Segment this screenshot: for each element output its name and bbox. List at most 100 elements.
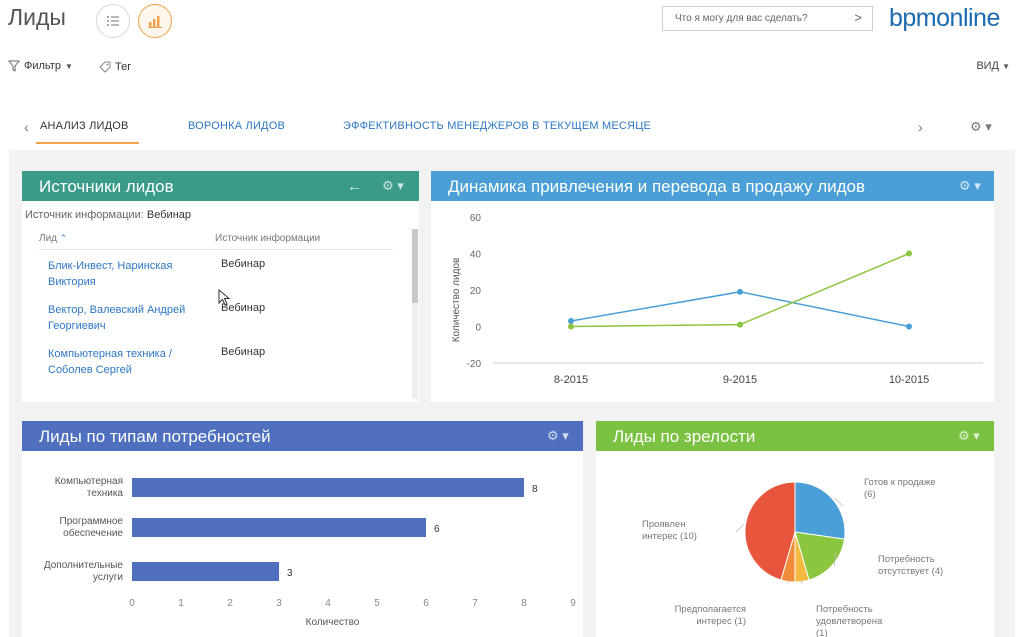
series-2-point: [737, 321, 743, 328]
lead-sources-header: Источники лидов ← ⚙ ▾: [22, 171, 419, 201]
x-tick-label: 7: [472, 598, 478, 609]
bar-value-label: 3: [287, 568, 293, 579]
bar: [132, 478, 524, 497]
pie-slice-label: интерес (10): [642, 531, 697, 542]
lead-sources-title: Источники лидов: [39, 177, 174, 196]
pie-slice-label: Предполагается: [675, 604, 746, 615]
pie-chart: Готов к продаже(6)Потребностьотсутствует…: [642, 477, 943, 637]
header-divider: [39, 249, 393, 250]
source-info-value: Вебинар: [146, 209, 192, 221]
y-tick-label: 40: [470, 250, 482, 261]
pie-slice: [744, 481, 796, 581]
search-placeholder: Что я могу для вас сделать?: [675, 13, 808, 24]
pie-label-leader: [833, 551, 837, 567]
sort-ascending-icon[interactable]: ⌃: [59, 233, 68, 243]
dashboard-tabs: ‹ АНАЛИЗ ЛИДОВ ВОРОНКА ЛИДОВ ЭФФЕКТИВНОС…: [0, 114, 1024, 144]
filter-button[interactable]: Фильтр ▼: [8, 60, 73, 72]
settings-gear-icon[interactable]: ⚙ ▾: [547, 428, 569, 443]
line-chart: 60 40 20 0 -20 8-2015 9-2015 10-2015 Количество …: [451, 213, 983, 386]
tabs-scroll-right-icon[interactable]: ›: [918, 119, 923, 135]
tabs-scroll-left-icon[interactable]: ‹: [24, 119, 29, 135]
list-icon: [107, 16, 119, 26]
x-axis-label: Количество: [306, 617, 360, 628]
view-label: ВИД: [976, 60, 1000, 72]
category-label: Компьютерная: [55, 476, 123, 487]
maturity-header: Лиды по зрелости ⚙ ▾: [596, 421, 994, 451]
tab-manager-efficiency[interactable]: ЭФФЕКТИВНОСТЬ МЕНЕДЖЕРОВ В ТЕКУЩЕМ МЕСЯЦ…: [343, 120, 652, 132]
list-view-button[interactable]: [96, 4, 130, 38]
dynamics-title: Динамика привлечения и перевода в продаж…: [448, 177, 866, 196]
pie-slice-label: (6): [864, 489, 876, 500]
top-bar: Лиды Что я могу для вас сделать? > bpmon…: [0, 0, 1024, 44]
column-header-source[interactable]: Источник информации: [215, 233, 321, 244]
list-scrollbar[interactable]: [412, 229, 418, 399]
brand-logo: bpmonline: [889, 4, 1000, 33]
y-tick-label: 20: [470, 286, 482, 297]
dynamics-header: Динамика привлечения и перевода в продаж…: [431, 171, 994, 201]
pie-slice-label: Готов к продаже: [864, 477, 936, 488]
analytics-view-button[interactable]: [138, 4, 172, 38]
command-search-input[interactable]: Что я могу для вас сделать? >: [662, 6, 873, 31]
mouse-cursor-icon: [218, 289, 231, 306]
x-tick-label: 1: [178, 598, 184, 609]
x-tick-label: 0: [129, 598, 135, 609]
x-tick-label: 4: [325, 598, 331, 609]
source-info-label: Источник информации:: [25, 209, 144, 221]
series-line-1: [570, 291, 910, 328]
x-tick-label: 6: [423, 598, 429, 609]
tag-icon: [99, 61, 111, 73]
x-tick-label: 8: [521, 598, 527, 609]
back-arrow-icon[interactable]: ←: [347, 178, 362, 195]
brand-part-1: bpm: [889, 4, 937, 32]
column-header-lead[interactable]: Лид ⌃: [39, 233, 67, 244]
x-tick-label: 9-2015: [723, 374, 757, 386]
filter-label: Фильтр: [24, 60, 61, 72]
x-tick-label: 9: [570, 598, 576, 609]
pie-slice-label: Проявлен: [642, 519, 685, 530]
pie-slice-label: (1): [816, 628, 828, 637]
brand-part-2: online: [936, 4, 1000, 32]
page-title: Лиды: [8, 4, 66, 30]
settings-gear-icon[interactable]: ⚙ ▾: [959, 178, 981, 193]
table-row[interactable]: Компьютерная техника / Соболев Сергей Ве…: [48, 346, 408, 377]
x-tick-label: 2: [227, 598, 233, 609]
maturity-widget: Лиды по зрелости ⚙ ▾ Готов к продаже (6) П…: [596, 421, 994, 637]
series-2-point: [906, 250, 912, 257]
chevron-right-icon[interactable]: >: [854, 10, 862, 25]
series-1-point: [568, 318, 574, 325]
pie-label-leader: [800, 580, 803, 584]
x-tick-label: 8-2015: [554, 374, 588, 386]
x-tick-label: 10-2015: [889, 374, 929, 386]
y-tick-label: -20: [467, 359, 482, 370]
bar: [132, 518, 426, 537]
lead-name-link[interactable]: Блик-Инвест, Наринская Виктория: [48, 260, 173, 288]
category-label: техника: [87, 488, 124, 499]
tag-label: Тег: [115, 60, 132, 73]
category-label: Дополнительные: [44, 560, 124, 571]
lead-name-link[interactable]: Компьютерная техника / Соболев Сергей: [48, 348, 172, 376]
series-1-point: [737, 288, 743, 295]
lead-name-link[interactable]: Вектор, Валевский Андрей Георгиевич: [48, 304, 186, 332]
settings-gear-icon[interactable]: ⚙ ▾: [382, 178, 404, 193]
needs-header: Лиды по типам потребностей ⚙ ▾: [22, 421, 583, 451]
settings-gear-icon[interactable]: ⚙ ▾: [958, 428, 980, 443]
tab-lead-funnel[interactable]: ВОРОНКА ЛИДОВ: [188, 120, 285, 132]
tab-lead-analysis[interactable]: АНАЛИЗ ЛИДОВ: [40, 120, 129, 132]
caret-down-icon: ▼: [64, 61, 73, 71]
lead-sources-widget: Источники лидов ← ⚙ ▾ Источник информаци…: [22, 171, 419, 402]
bar-chart-icon: [148, 16, 162, 28]
pie-slice: [794, 531, 846, 581]
tag-button[interactable]: Тег: [98, 60, 131, 73]
view-menu-button[interactable]: ВИД ▼: [976, 60, 1010, 72]
tabs-settings-gear-icon[interactable]: ⚙ ▾: [970, 119, 992, 134]
bar-value-label: 6: [434, 524, 440, 535]
series-1-point: [906, 323, 912, 330]
x-tick-label: 5: [374, 598, 380, 609]
scrollbar-thumb[interactable]: [412, 229, 418, 303]
pie-label-leader: [834, 497, 844, 507]
needs-widget: Лиды по типам потребностей ⚙ ▾ 8 Компьюте…: [22, 421, 583, 637]
pie-slice-label: Потребность: [816, 604, 873, 615]
column-lead-label: Лид: [39, 233, 57, 244]
y-tick-label: 0: [475, 323, 481, 334]
